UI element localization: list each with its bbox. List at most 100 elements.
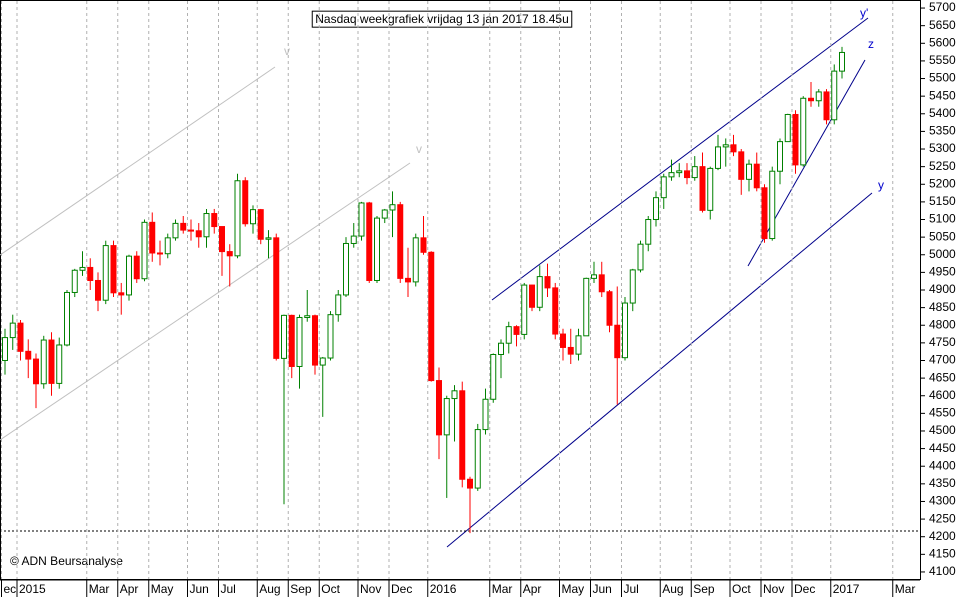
x-tick-label: 2015 — [19, 582, 46, 596]
x-tick-label: Mar — [89, 582, 110, 596]
annotation: z — [868, 37, 874, 51]
x-tick-label: Dec — [391, 582, 412, 596]
y-tick-label: 4200 — [929, 529, 956, 543]
plot-frame — [0, 0, 921, 580]
candle-body — [17, 322, 24, 352]
y-tick-label: 4350 — [929, 476, 956, 490]
candle-body — [350, 235, 357, 244]
candle-body — [234, 180, 241, 257]
candle-body — [71, 269, 78, 293]
y-tick-label: 4100 — [929, 564, 956, 578]
candle-body — [436, 380, 442, 436]
candle-body — [730, 144, 737, 153]
y-tick-label: 5650 — [929, 18, 956, 32]
candle-body — [575, 335, 582, 355]
candle-body — [366, 202, 373, 281]
candle-body — [808, 97, 814, 102]
x-tick-label: Dec — [794, 582, 815, 596]
candle-body — [451, 390, 458, 400]
candle-body — [219, 226, 225, 253]
candle-body — [536, 276, 543, 308]
candle-body — [629, 269, 636, 304]
channel-line — [0, 66, 276, 256]
x-tick-label: 2016 — [430, 582, 457, 596]
candle-body — [753, 163, 760, 189]
y-tick-label: 5200 — [929, 176, 956, 190]
y-tick-label: 4150 — [929, 547, 956, 561]
candle-body — [443, 398, 450, 436]
candle-body — [141, 221, 148, 280]
candle-body — [281, 314, 287, 359]
candle-body — [265, 237, 272, 240]
title-box — [311, 10, 573, 28]
candle-body — [552, 287, 559, 335]
x-tick-label: 2017 — [833, 582, 860, 596]
candle-body — [614, 324, 621, 359]
x-tick-label: Nov — [360, 582, 381, 596]
y-tick-label: 5500 — [929, 71, 956, 85]
candle-body — [335, 294, 342, 316]
candle-body — [839, 51, 845, 72]
y-tick-label: 5250 — [929, 159, 956, 173]
candle-body — [637, 243, 644, 271]
candle-body — [296, 316, 303, 367]
candle-body — [505, 326, 512, 344]
y-tick-label: 5350 — [929, 124, 956, 138]
candle-body — [273, 237, 280, 359]
candle-body — [48, 339, 55, 384]
y-tick-label: 5100 — [929, 212, 956, 226]
annotation: v — [284, 44, 290, 58]
candle-body — [211, 213, 218, 228]
candle-body — [242, 180, 249, 225]
candle-body — [102, 245, 109, 301]
candle-body — [40, 339, 47, 385]
y-tick-label: 5700 — [929, 0, 956, 14]
candle-body — [327, 314, 334, 359]
candle-body — [397, 204, 404, 279]
y-tick-label: 4550 — [929, 406, 956, 420]
x-tick-label: May — [151, 582, 174, 596]
candle-body — [9, 322, 16, 339]
candle-body — [133, 255, 140, 280]
annotation: y — [878, 178, 884, 192]
candle-body — [668, 172, 675, 178]
candle-body — [358, 202, 365, 237]
candle-body — [250, 209, 256, 225]
y-tick-label: 4750 — [929, 335, 956, 349]
candle-body — [226, 251, 233, 257]
candle-body — [645, 219, 652, 245]
x-tick-label: Oct — [321, 582, 340, 596]
candle-body — [591, 274, 597, 279]
x-tick-label: Mar — [492, 582, 513, 596]
candle-body — [738, 151, 745, 180]
candle-body — [474, 429, 481, 489]
candle-body — [110, 245, 117, 294]
candle-body — [622, 302, 628, 359]
y-tick-label: 4950 — [929, 265, 956, 279]
candle-body — [544, 276, 551, 289]
candle-body — [33, 358, 39, 385]
candle-body — [412, 237, 419, 283]
candle-body — [180, 222, 187, 231]
candle-body — [157, 252, 163, 255]
candle-body — [691, 166, 698, 179]
y-tick-label: 4900 — [929, 282, 956, 296]
annotation: y' — [860, 6, 868, 20]
candle-body — [420, 237, 427, 253]
x-tick-label: Apr — [523, 582, 542, 596]
candle-body — [823, 91, 830, 121]
x-tick-label: Aug — [259, 582, 280, 596]
x-tick-label: Jul — [624, 582, 639, 596]
candle-body — [792, 113, 799, 166]
source: © ADN Beursanalyse — [10, 554, 123, 568]
chart-title: Nasdaq weekgrafiek vrijdag 13 jan 2017 1… — [315, 12, 569, 26]
candle-body — [288, 314, 295, 367]
candle-body — [800, 97, 807, 166]
annotation: v — [416, 142, 422, 156]
y-tick-label: 4400 — [929, 458, 956, 472]
x-tick-label: Jul — [221, 582, 236, 596]
candle-body — [343, 242, 349, 296]
y-tick-label: 5000 — [929, 247, 956, 261]
candle-body — [79, 266, 86, 271]
